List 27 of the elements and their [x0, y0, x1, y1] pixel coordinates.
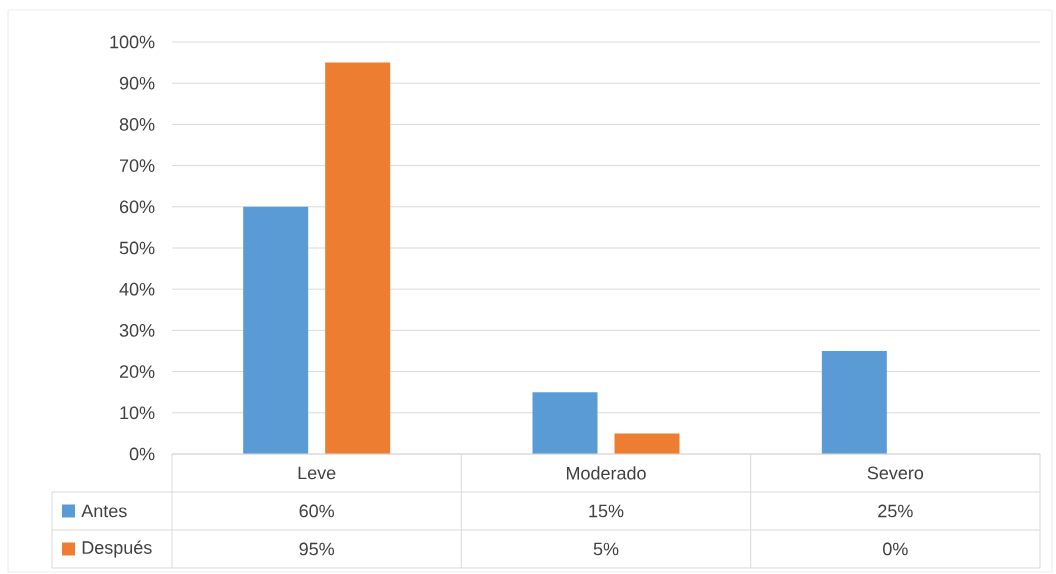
bar — [614, 433, 680, 454]
bar — [821, 350, 887, 454]
data-label: 95% — [299, 542, 335, 556]
y-tick-label: 40% — [119, 282, 155, 296]
y-tick-label: 90% — [119, 76, 155, 90]
y-tick-label: 70% — [119, 159, 155, 172]
y-tick-label: 20% — [119, 365, 155, 378]
data-label: 25% — [878, 504, 913, 518]
data-label: 15% — [589, 504, 624, 518]
x-tick-label: Leve — [298, 466, 336, 480]
bar — [325, 62, 391, 454]
legend-label: Antes — [81, 504, 127, 518]
y-tick-label: 60% — [119, 200, 155, 214]
y-tick-label: 0% — [129, 447, 155, 461]
bar — [243, 206, 309, 454]
bar — [532, 392, 598, 454]
data-label: 0% — [883, 542, 908, 556]
y-tick-label: 80% — [119, 118, 155, 131]
data-label: 5% — [593, 542, 619, 556]
x-tick-label: Severo — [867, 466, 924, 480]
x-tick-label: Moderado — [566, 466, 646, 480]
legend-label: Después — [82, 540, 152, 558]
y-tick-label: 10% — [120, 406, 155, 420]
y-tick-label: 30% — [119, 324, 155, 337]
y-tick-label: 100% — [110, 35, 155, 49]
data-label: 60% — [299, 504, 335, 518]
y-tick-label: 50% — [119, 241, 155, 255]
